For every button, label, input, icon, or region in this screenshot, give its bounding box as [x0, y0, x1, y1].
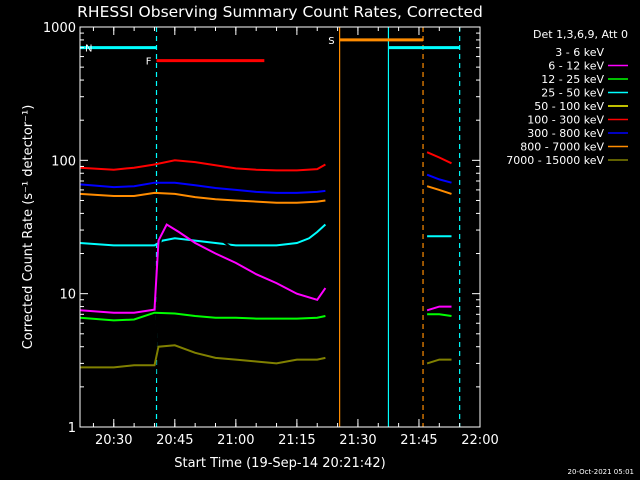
legend-label: 6 - 12 keV	[548, 60, 604, 73]
y-tick-label: 1	[68, 421, 76, 436]
series-line	[427, 313, 452, 317]
x-tick-label: 20:30	[95, 433, 132, 448]
annotation-label: S	[328, 36, 334, 47]
legend-label: 3 - 6 keV	[555, 46, 604, 59]
generation-timestamp: 20-Oct-2021 05:01	[568, 468, 634, 476]
plot-frame	[79, 26, 481, 428]
legend-label: 50 - 100 keV	[534, 100, 604, 113]
chart-title: RHESSI Observing Summary Count Rates, Co…	[77, 3, 483, 21]
y-tick-label: 1000	[43, 21, 76, 36]
y-axis: 1 10 100 1000	[43, 21, 480, 436]
legend-title: Det 1,3,6,9, Att 0	[533, 28, 628, 41]
series-line	[79, 223, 327, 247]
y-axis-label: Corrected Count Rate (s⁻¹ detector⁻¹)	[21, 105, 36, 350]
x-tick-label: 21:00	[217, 433, 254, 448]
plot-area: N F S	[79, 27, 461, 427]
series-line	[79, 223, 327, 314]
annotation-label: F	[146, 57, 152, 68]
legend-label: 800 - 7000 keV	[520, 141, 604, 154]
series-line	[79, 181, 326, 194]
series-line	[79, 191, 326, 204]
x-axis-label: Start Time (19-Sep-14 20:21:42)	[174, 456, 385, 471]
legend-label: 100 - 300 keV	[527, 114, 604, 127]
x-tick-label: 21:45	[400, 433, 437, 448]
series-line	[80, 344, 326, 369]
series-line	[80, 205, 326, 401]
series-line	[426, 185, 452, 195]
series-line	[79, 311, 326, 322]
series-line	[426, 151, 452, 165]
annotation-label: N	[85, 44, 92, 55]
x-tick-label: 21:30	[339, 433, 376, 448]
x-tick-label: 21:15	[278, 433, 315, 448]
series-line	[426, 173, 452, 184]
y-tick-label: 10	[59, 288, 76, 303]
legend-label: 7000 - 15000 keV	[506, 154, 604, 167]
legend-label: 12 - 25 keV	[541, 73, 604, 86]
x-axis: 20:30 20:45 21:00 21:15 21:30 21:45 22:00	[92, 27, 499, 448]
y-tick-label: 100	[51, 154, 76, 169]
series-line	[79, 159, 326, 172]
legend-label: 25 - 50 keV	[541, 87, 604, 100]
x-tick-label: 22:00	[461, 433, 498, 448]
series-line	[426, 358, 452, 365]
legend-label: 300 - 800 keV	[527, 127, 604, 140]
series-line	[426, 305, 452, 312]
x-tick-label: 20:45	[156, 433, 193, 448]
